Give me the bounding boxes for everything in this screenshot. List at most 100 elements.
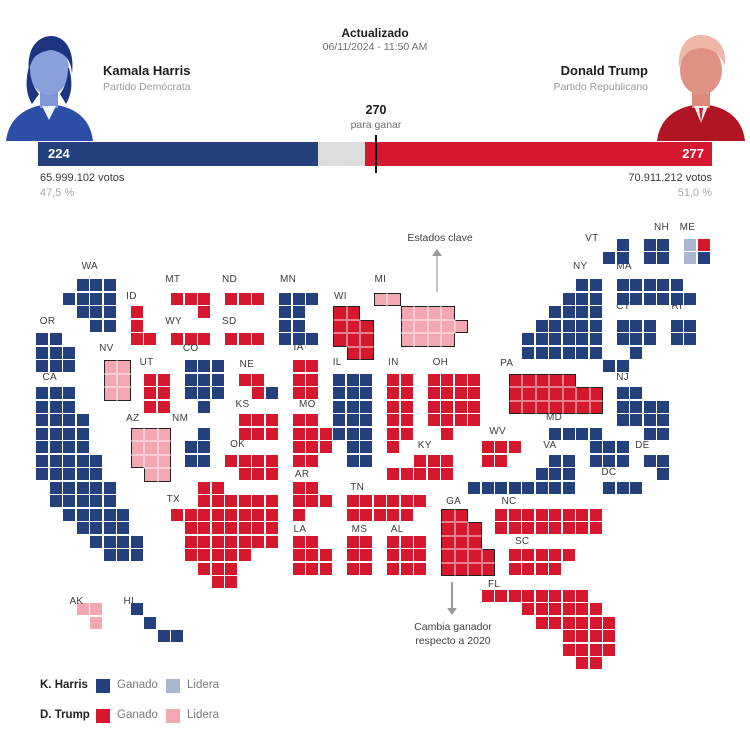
state-cell-VA — [562, 454, 575, 467]
state-cell-OH — [441, 427, 454, 440]
trump-ev-bar — [365, 142, 712, 166]
state-cell-TX — [265, 522, 278, 535]
state-cell-OH — [454, 400, 467, 413]
state-cell-ID — [130, 333, 143, 346]
state-cell-FL — [576, 603, 589, 616]
state-cell-ND — [252, 292, 265, 305]
state-cell-MN — [279, 319, 292, 332]
state-cell-NJ — [657, 414, 670, 427]
state-cell-OH — [454, 414, 467, 427]
state-cell-TX — [171, 508, 184, 521]
state-cell-CA — [49, 495, 62, 508]
state-cell-CA — [90, 481, 103, 494]
state-cell-AZ — [157, 454, 171, 468]
state-cell-NY — [549, 306, 562, 319]
state-cell-OH — [427, 387, 440, 400]
state-cell-TN — [400, 495, 413, 508]
state-cell-IL — [346, 427, 359, 440]
state-cell-CA — [36, 387, 49, 400]
state-cell-AL — [387, 535, 400, 548]
state-cell-IL — [360, 454, 373, 467]
state-label-GA: GA — [446, 495, 462, 507]
state-cell-CA — [76, 427, 89, 440]
state-cell-WA — [90, 292, 103, 305]
state-cell-PA — [535, 400, 549, 414]
state-cell-FL — [562, 589, 575, 602]
state-cell-DC — [603, 481, 616, 494]
state-label-AZ: AZ — [126, 413, 140, 425]
state-cell-NE — [252, 387, 265, 400]
state-cell-TN — [387, 495, 400, 508]
state-cell-NV — [103, 387, 117, 401]
state-cell-CT — [630, 319, 643, 332]
state-label-FL: FL — [487, 579, 501, 591]
state-cell-TN — [373, 495, 386, 508]
state-cell-NM — [198, 454, 211, 467]
state-cell-CA — [49, 454, 62, 467]
state-cell-LA — [319, 549, 332, 562]
state-cell-WY — [184, 333, 197, 346]
state-cell-NY — [562, 319, 575, 332]
state-label-AR: AR — [294, 468, 310, 480]
state-cell-AK — [90, 616, 103, 629]
state-cell-GA — [441, 508, 455, 522]
state-cell-CA — [49, 414, 62, 427]
state-cell-FL — [549, 589, 562, 602]
state-cell-CA — [130, 549, 143, 562]
state-cell-LA — [319, 562, 332, 575]
state-cell-MI — [414, 333, 428, 347]
state-cell-NC — [576, 508, 589, 521]
state-label-NV: NV — [99, 343, 114, 355]
state-label-UT: UT — [139, 356, 154, 368]
flip-annotation: Cambia ganador respecto a 2020 — [392, 620, 514, 648]
state-cell-MS — [360, 562, 373, 575]
state-cell-PA — [535, 373, 549, 387]
state-cell-IN — [400, 414, 413, 427]
state-cell-AR — [292, 495, 305, 508]
state-cell-OK — [225, 454, 238, 467]
state-cell-GA — [481, 549, 495, 563]
state-cell-AL — [400, 535, 413, 548]
state-cell-CA — [90, 454, 103, 467]
state-cell-NY — [576, 306, 589, 319]
state-cell-TX — [252, 522, 265, 535]
state-cell-OR — [49, 333, 62, 346]
state-cell-NM — [184, 454, 197, 467]
state-cell-RI — [670, 319, 683, 332]
state-label-MS: MS — [351, 524, 368, 536]
state-cell-CA — [117, 549, 130, 562]
state-cell-MA — [657, 292, 670, 305]
state-cell-ME — [684, 238, 697, 251]
state-cell-VA — [495, 481, 508, 494]
state-cell-ID — [130, 306, 143, 319]
state-cell-MI — [400, 319, 414, 333]
state-cell-NJ — [616, 400, 629, 413]
state-label-VA: VA — [543, 440, 557, 452]
state-cell-RI — [684, 333, 697, 346]
state-cell-WI — [346, 306, 360, 320]
state-cell-LA — [292, 562, 305, 575]
state-cell-AL — [387, 549, 400, 562]
state-cell-KY — [414, 454, 427, 467]
flip-arrow-line — [451, 582, 453, 608]
state-cell-WY — [171, 333, 184, 346]
state-cell-AR — [306, 481, 319, 494]
state-cell-NY — [535, 319, 548, 332]
state-cell-MI — [441, 306, 455, 320]
trump-photo — [654, 28, 748, 141]
state-cell-CO — [184, 360, 197, 373]
state-cell-NE — [265, 387, 278, 400]
state-cell-NC — [589, 522, 602, 535]
state-cell-FL — [589, 643, 602, 656]
state-cell-MO — [292, 427, 305, 440]
state-cell-IN — [400, 387, 413, 400]
state-cell-IA — [306, 360, 319, 373]
state-cell-CA — [103, 535, 116, 548]
state-cell-AZ — [144, 427, 158, 441]
state-cell-NY — [576, 279, 589, 292]
state-cell-CA — [63, 481, 76, 494]
state-cell-NC — [508, 522, 521, 535]
state-cell-TN — [373, 508, 386, 521]
state-cell-NV — [117, 387, 131, 401]
state-cell-TX — [211, 576, 224, 589]
